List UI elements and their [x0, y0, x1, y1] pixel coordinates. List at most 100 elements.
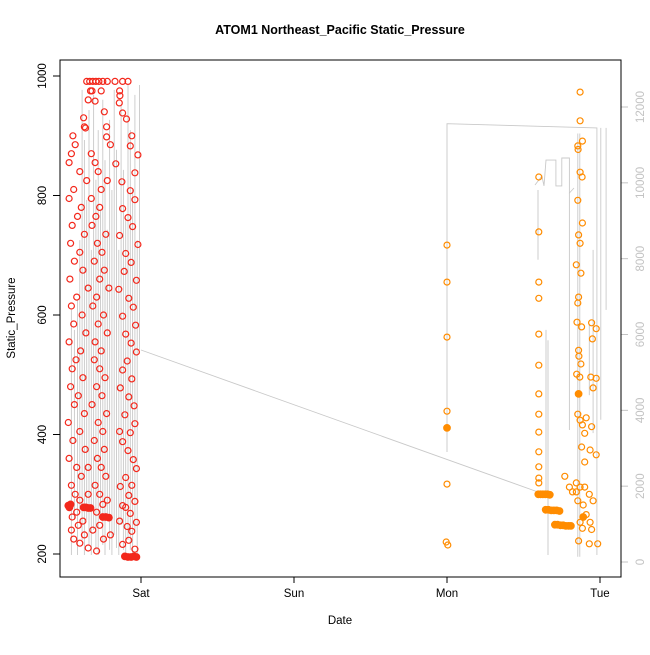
data-point [585, 540, 593, 548]
x-axis-tick-label: Mon [436, 588, 458, 600]
data-point [66, 275, 74, 283]
data-point [64, 418, 72, 427]
data-point [71, 490, 79, 498]
data-point [535, 390, 543, 398]
gray-line-segment [446, 123, 598, 555]
data-point [93, 454, 102, 462]
data-point [82, 329, 90, 337]
data-point [70, 257, 79, 265]
data-point [572, 479, 580, 487]
data-point [124, 447, 132, 455]
data-point [87, 194, 95, 203]
y-axis-tick-label: 400 [37, 425, 49, 444]
data-point [77, 203, 85, 211]
data-point [134, 240, 142, 249]
data-point [84, 490, 92, 498]
data-point [125, 393, 133, 401]
data-point [68, 221, 76, 229]
data-point [69, 132, 77, 140]
data-point [88, 221, 96, 229]
data-point [131, 196, 139, 204]
data-point [76, 168, 84, 176]
x-axis-tick-label: Sun [284, 588, 304, 600]
data-point [132, 276, 140, 284]
data-point [80, 230, 89, 238]
data-point [94, 320, 102, 328]
data-point [70, 401, 79, 409]
data-point [92, 508, 101, 516]
data-point [115, 427, 124, 436]
data-point [100, 445, 108, 453]
data-point [90, 436, 98, 445]
data-point [96, 365, 104, 373]
data-point [90, 356, 98, 364]
data-point [592, 325, 600, 333]
data-point [102, 472, 110, 480]
data-point [120, 267, 128, 275]
data-point [89, 526, 97, 534]
data-point [125, 294, 133, 302]
data-point [102, 230, 110, 238]
data-point [99, 311, 108, 319]
data-point [74, 521, 82, 529]
data-point [561, 472, 569, 480]
data-point [579, 513, 588, 521]
data-point [592, 374, 600, 382]
data-point [535, 330, 543, 338]
data-point [589, 384, 597, 392]
data-point [76, 248, 84, 256]
right-axis-tick-label: 6000 [635, 322, 647, 348]
data-point [129, 456, 137, 464]
right-axis-tick-label: 12000 [635, 91, 647, 123]
data-point [535, 410, 543, 418]
data-point [67, 302, 76, 310]
data-point [586, 446, 594, 454]
data-point [131, 497, 139, 505]
data-point [134, 151, 142, 159]
data-point [116, 482, 124, 491]
data-point [535, 278, 543, 286]
data-point [90, 257, 98, 265]
data-point [100, 108, 108, 116]
data-point [118, 205, 127, 213]
data-point [118, 366, 127, 374]
data-point [100, 266, 108, 274]
data-point [105, 284, 113, 292]
data-point [535, 479, 543, 487]
data-point [578, 524, 587, 532]
data-point [443, 424, 451, 432]
data-point [132, 518, 140, 526]
data-point [118, 109, 127, 117]
data-point [106, 141, 115, 149]
data-point [587, 423, 596, 431]
y-axis-tick-label: 200 [37, 544, 49, 563]
data-point [589, 497, 597, 505]
data-point [132, 553, 141, 561]
data-point [118, 178, 126, 186]
data-point [94, 418, 102, 427]
data-point [94, 168, 102, 176]
data-point [99, 427, 107, 436]
data-point [128, 481, 136, 489]
data-point [106, 531, 115, 539]
y-axis-title: Static_Pressure [6, 277, 18, 358]
data-point [578, 137, 587, 145]
data-point [576, 373, 584, 381]
data-point [535, 173, 543, 181]
data-point [587, 525, 596, 534]
data-point [84, 463, 92, 471]
gray-line-segment [534, 157, 575, 195]
data-point [443, 480, 451, 488]
data-point [574, 293, 583, 301]
data-point [66, 500, 75, 509]
data-point [116, 92, 124, 100]
data-point [65, 159, 73, 167]
data-point [581, 483, 589, 491]
data-point [96, 203, 104, 211]
data-point [582, 414, 590, 422]
data-point [576, 117, 584, 125]
data-point [101, 374, 109, 382]
data-point [91, 481, 99, 489]
data-point [132, 321, 140, 329]
